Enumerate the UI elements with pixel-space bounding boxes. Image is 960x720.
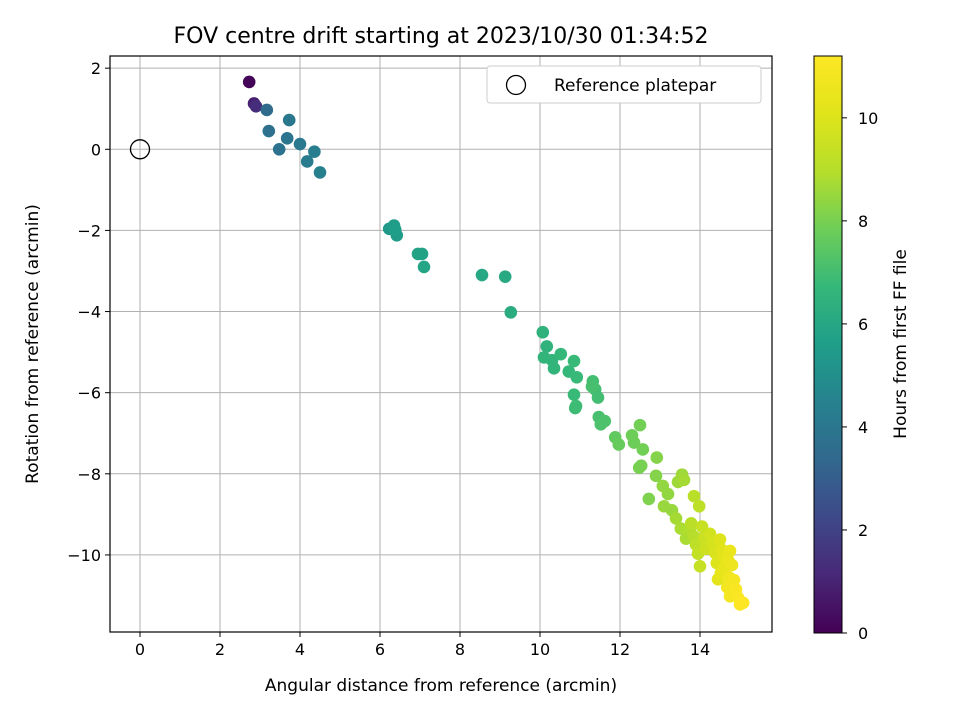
chart-title: FOV centre drift starting at 2023/10/30 …: [174, 24, 709, 49]
data-point: [249, 99, 263, 113]
data-point: [650, 451, 664, 464]
data-point: [585, 380, 599, 393]
x-tick-label: 6: [375, 640, 385, 659]
data-point: [547, 362, 561, 375]
x-tick-label: 4: [295, 640, 305, 659]
y-axis-label: Rotation from reference (arcmin): [23, 204, 43, 484]
colorbar-tick-label: 8: [858, 212, 868, 231]
data-point: [649, 469, 663, 483]
data-point: [417, 260, 431, 274]
y-tick-label: −10: [67, 546, 101, 565]
data-point: [504, 306, 518, 319]
data-point: [687, 489, 701, 503]
x-axis-label: Angular distance from reference (arcmin): [265, 676, 617, 696]
data-point: [300, 155, 314, 168]
data-point: [627, 436, 641, 449]
data-point: [661, 487, 675, 501]
data-point: [260, 103, 274, 117]
y-tick-label: −6: [77, 384, 101, 403]
reference-marker-group: [129, 139, 151, 160]
data-point: [723, 544, 737, 558]
y-tick-label: −4: [77, 303, 101, 322]
data-point: [540, 340, 554, 353]
data-point: [569, 399, 583, 413]
data-point: [313, 166, 327, 179]
data-point: [570, 370, 584, 384]
colorbar: [813, 55, 843, 634]
x-tick-label: 10: [530, 640, 550, 659]
data-point: [536, 325, 550, 339]
grid-lines: [110, 56, 772, 632]
data-point: [262, 124, 276, 138]
legend: Reference platepar: [486, 65, 762, 104]
y-tick-label: 0: [91, 140, 101, 159]
plot-frame: [109, 55, 773, 633]
data-point: [388, 223, 402, 236]
data-point: [684, 516, 698, 530]
x-axis-ticks: 0 2 4 6 8 10 12 14: [135, 632, 710, 659]
colorbar-tick-label: 0: [858, 624, 868, 643]
data-point: [669, 512, 683, 525]
data-point: [308, 145, 321, 159]
legend-label: Reference platepar: [554, 76, 716, 96]
data-point: [725, 558, 739, 572]
colorbar-tick-label: 2: [858, 521, 868, 540]
data-point: [695, 520, 709, 533]
data-point: [634, 459, 648, 472]
y-tick-label: −8: [77, 465, 101, 484]
colorbar-label: Hours from first FF file: [891, 249, 911, 439]
data-point: [693, 559, 707, 573]
data-point: [293, 137, 307, 151]
data-point: [591, 391, 605, 404]
data-point: [713, 533, 727, 546]
y-tick-label: 2: [91, 59, 101, 78]
data-point: [692, 499, 706, 513]
data-point: [567, 354, 581, 368]
data-point: [280, 132, 294, 145]
colorbar-tick-label: 4: [858, 418, 868, 437]
x-tick-label: 8: [455, 640, 465, 659]
data-point: [498, 270, 512, 283]
data-point: [554, 347, 568, 361]
data-point: [415, 247, 429, 261]
data-point: [282, 113, 296, 127]
data-point: [736, 596, 750, 610]
legend-box: [486, 65, 762, 104]
x-tick-label: 12: [610, 640, 630, 659]
data-point: [677, 473, 691, 487]
data-point: [642, 492, 656, 506]
y-axis-ticks: 2 0 −2 −4 −6 −8 −10: [67, 59, 110, 565]
colorbar-ticks: 0 2 4 6 8 10: [842, 109, 878, 643]
legend-reference-icon: [505, 74, 527, 96]
x-tick-label: 14: [690, 640, 710, 659]
colorbar-tick-label: 10: [858, 109, 878, 128]
reference-marker: [129, 139, 151, 160]
x-tick-label: 0: [135, 640, 145, 659]
data-point: [633, 418, 647, 432]
data-point: [612, 438, 626, 451]
data-point: [475, 268, 489, 282]
data-points: [242, 75, 750, 611]
data-point: [598, 414, 612, 428]
data-point: [272, 142, 286, 156]
data-point: [567, 388, 581, 402]
colorbar-tick-label: 6: [858, 315, 868, 334]
data-point: [242, 75, 256, 89]
data-point: [636, 443, 650, 456]
y-tick-label: −2: [77, 221, 101, 240]
x-tick-label: 2: [215, 640, 225, 659]
